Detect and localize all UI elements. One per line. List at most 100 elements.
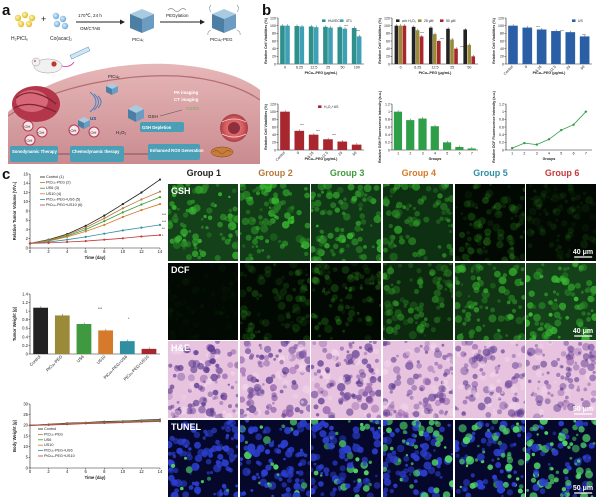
micrograph-texture-dot xyxy=(191,250,199,258)
micrograph-texture-dot xyxy=(172,187,176,192)
micrograph-texture-dot xyxy=(352,341,355,344)
micrograph-texture-dot xyxy=(343,392,352,400)
micrograph-texture-dot xyxy=(578,341,583,346)
micrograph-texture-dot xyxy=(551,302,560,310)
micrograph-texture-dot xyxy=(583,387,588,392)
micrograph-texture-dot xyxy=(170,491,179,497)
micrograph-texture-dot xyxy=(374,273,381,280)
micrograph-texture-dot xyxy=(360,228,364,231)
micrograph-texture-dot xyxy=(333,191,341,199)
micrograph-texture-dot xyxy=(210,373,218,382)
micrograph-texture-dot xyxy=(481,289,490,299)
c1-point xyxy=(158,190,162,193)
micrograph-texture-dot xyxy=(573,364,580,371)
micrograph-texture-dot xyxy=(465,464,468,467)
micrograph-texture-dot xyxy=(363,245,368,249)
micrograph-texture-dot xyxy=(383,419,388,426)
micrograph-texture-dot xyxy=(314,314,319,319)
micrograph-texture-dot xyxy=(407,307,414,314)
micrograph-texture-dot xyxy=(411,216,417,223)
micrograph-texture-dot xyxy=(383,196,389,201)
b6-xtick-label: 3 xyxy=(536,152,538,156)
micrograph-texture-dot xyxy=(429,271,435,276)
micrograph-texture-dot xyxy=(194,480,200,486)
micrograph-texture-dot xyxy=(572,444,581,452)
micrograph-texture-dot xyxy=(260,249,264,252)
micrograph-texture-dot xyxy=(213,463,222,472)
micrograph-texture-dot xyxy=(475,233,483,241)
micrograph-texture-dot xyxy=(265,184,271,188)
micrograph-texture-dot xyxy=(591,308,594,312)
micrograph-texture-dot xyxy=(211,263,215,267)
micrograph-texture-dot xyxy=(207,344,216,353)
micrograph-texture-dot xyxy=(359,285,364,290)
micrograph-texture-dot xyxy=(533,189,538,194)
micrograph-texture-dot xyxy=(515,263,520,268)
micrograph-texture-dot xyxy=(558,420,565,426)
row-label-gsh: GSH xyxy=(171,186,191,196)
micrograph-texture-dot xyxy=(276,472,280,476)
micrograph-texture-dot xyxy=(206,232,212,238)
micrograph-texture-dot xyxy=(388,382,396,391)
micrograph-texture-dot xyxy=(330,283,340,292)
micrograph-texture-dot xyxy=(391,401,394,404)
micrograph-texture-dot xyxy=(555,248,559,252)
micrograph-texture-dot xyxy=(290,215,294,220)
micrograph-texture-dot xyxy=(481,296,488,303)
micrograph-texture-dot xyxy=(259,424,263,429)
micrograph-texture-dot xyxy=(466,300,475,309)
micrograph-texture-dot xyxy=(285,486,291,492)
micrograph-texture-dot xyxy=(244,262,250,268)
micrograph-texture-dot xyxy=(263,270,271,278)
micrograph-texture-dot xyxy=(482,323,485,327)
micrograph-texture-dot xyxy=(222,305,226,309)
micrograph-texture-dot xyxy=(482,478,488,484)
micrograph-texture-dot xyxy=(576,388,581,392)
micrograph-texture-dot xyxy=(248,253,253,258)
micrograph-texture-dot xyxy=(540,226,546,232)
micrograph-texture-dot xyxy=(454,447,458,452)
micrograph-texture-dot xyxy=(288,320,295,327)
micrograph-texture-dot xyxy=(239,433,245,442)
b5-ytick-label: 1 xyxy=(388,110,390,114)
micrograph-texture-dot xyxy=(180,479,188,487)
micrograph-he-group-5 xyxy=(454,341,525,418)
micrograph-texture-dot xyxy=(454,206,458,209)
micrograph-texture-dot xyxy=(482,239,489,246)
micrograph-texture-dot xyxy=(549,466,554,470)
micrograph-texture-dot xyxy=(318,321,322,325)
micrograph-texture-dot xyxy=(215,439,220,445)
micrograph-texture-dot xyxy=(477,223,483,229)
micrograph-texture-dot xyxy=(383,490,388,497)
micrograph-texture-dot xyxy=(235,484,239,487)
micrograph-texture-dot xyxy=(383,478,392,486)
micrograph-texture-dot xyxy=(545,419,549,421)
c2-xtick-label: US10 xyxy=(96,354,107,365)
micrograph-texture-dot xyxy=(507,235,513,240)
micrograph-texture-dot xyxy=(486,440,492,446)
b2-bar xyxy=(398,25,403,64)
micrograph-texture-dot xyxy=(339,439,347,447)
micrograph-texture-dot xyxy=(353,442,356,446)
micrograph-texture-dot xyxy=(227,467,232,471)
micrograph-texture-dot xyxy=(588,343,596,351)
micrograph-texture-dot xyxy=(548,473,555,480)
micrograph-texture-dot xyxy=(511,481,516,487)
micrograph-texture-dot xyxy=(284,312,288,315)
micrograph-texture-dot xyxy=(533,271,542,280)
b1-ylabel: Relative Cell Viabilities (%) xyxy=(264,17,268,63)
micrograph-texture-dot xyxy=(493,448,501,456)
micrograph-texture-dot xyxy=(298,291,303,296)
chemo-box xyxy=(70,146,124,162)
b2-ytick-label: 20 xyxy=(386,55,390,59)
micrograph-texture-dot xyxy=(345,482,351,489)
micrograph-texture-dot xyxy=(455,290,462,297)
micrograph-texture-dot xyxy=(504,463,513,471)
micrograph-texture-dot xyxy=(235,380,238,384)
c3-legend-label: PtCuₓ-PEG xyxy=(44,432,63,436)
micrograph-texture-dot xyxy=(343,213,351,221)
micrograph-texture-dot xyxy=(244,327,250,332)
micrograph-texture-dot xyxy=(231,290,236,296)
micrograph-texture-dot xyxy=(256,311,261,317)
